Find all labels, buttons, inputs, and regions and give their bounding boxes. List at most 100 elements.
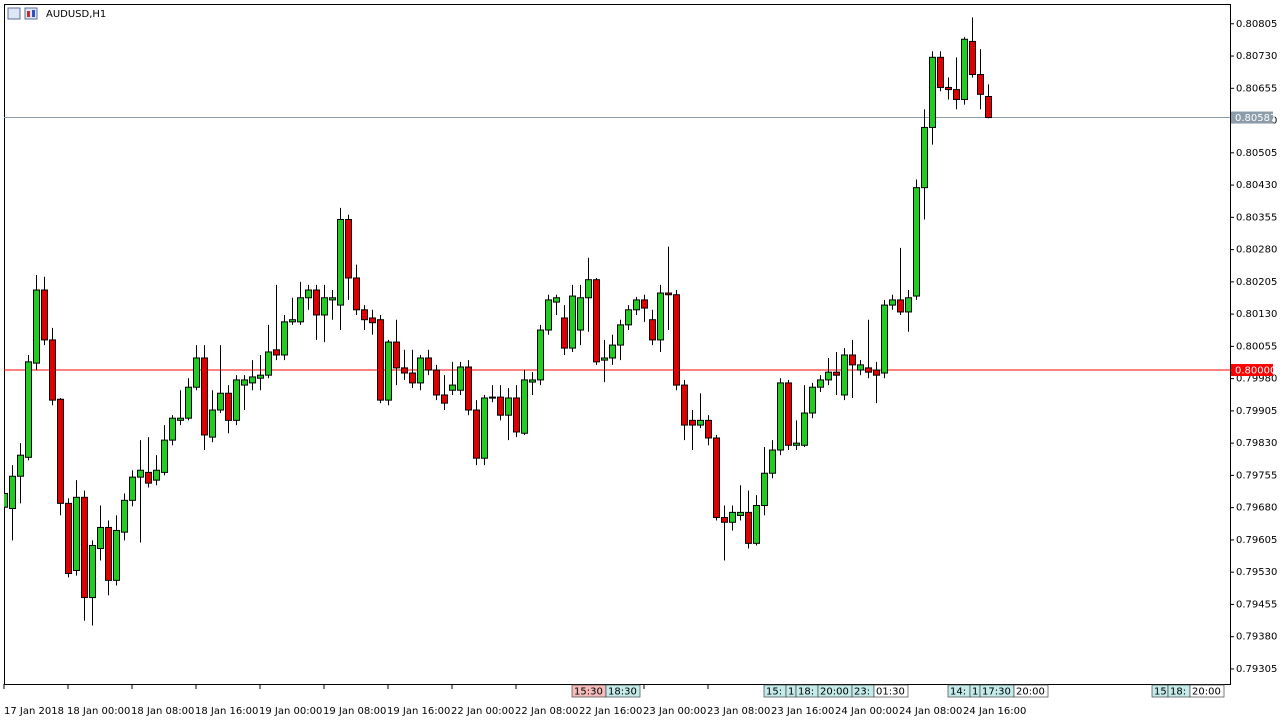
calendar-marker [873,684,909,698]
calendar-marker [1013,684,1049,698]
candle-body [161,439,168,473]
candle-body [913,187,920,297]
candle-body [937,56,944,88]
candle-body [329,297,336,301]
x-tick-label: 24 Jan 08:00 [899,706,962,717]
candle-body [745,511,752,544]
candle-body [953,89,960,100]
candle-body [337,218,344,306]
candle-body [801,412,808,446]
candle-body [793,442,800,446]
candle-body [345,218,352,279]
y-tick-label: 0.80280 [1236,245,1277,256]
candle-body [713,437,720,519]
candle-body [145,471,152,484]
candle-body [529,379,536,383]
calendar-label: 17:30 [982,687,1011,698]
calendar-label: 15: [766,687,782,698]
candle-body [465,366,472,411]
candle-body [489,396,496,399]
candle-body [57,398,64,504]
y-tick-label: 0.79380 [1236,632,1277,643]
candle-body [673,294,680,386]
candle-body [321,297,328,316]
x-tick-label: 19 Jan 00:00 [259,706,322,717]
candle-body [633,299,640,311]
candle-body [177,417,184,421]
candle-body [777,382,784,451]
candle-body [689,419,696,426]
candle-body [153,469,160,481]
candle-body [97,526,104,550]
x-tick-label: 19 Jan 08:00 [323,706,386,717]
candle-body [553,297,560,303]
candle-body [905,297,912,313]
y-tick-label: 0.79680 [1236,503,1277,514]
price-label: 0.80587 [1235,113,1276,124]
candle-body [233,379,240,421]
candle-body [17,454,24,477]
candle-body [865,367,872,373]
calendar-label: 20:00 [1192,687,1221,698]
candle-body [641,299,648,309]
candle-body [505,397,512,416]
candle-body [753,505,760,544]
candle-body [545,299,552,331]
candle-body [809,386,816,414]
price-label: 0.80000 [1235,366,1276,377]
y-tick-label: 0.79605 [1236,535,1277,546]
candle-body [457,366,464,391]
candle-body [81,496,88,599]
candle-body [665,292,672,296]
candle-body [89,545,96,599]
y-tick-label: 0.79980 [1236,374,1277,385]
plot-area [4,17,1230,626]
calendar-label: 14: [950,687,966,698]
candle-body [537,329,544,381]
candle-body [897,299,904,313]
calendar-label: 20:00 [820,687,849,698]
candle-body [561,317,568,349]
candle-body [25,361,32,458]
candle-body [857,364,864,371]
candle-body [481,397,488,459]
candle-body [625,309,632,326]
candle-body [601,357,608,361]
candle-body [577,297,584,331]
candle-body [849,354,856,366]
candle-body [393,341,400,369]
candle-body [761,472,768,507]
candle-body [113,529,120,581]
candle-body [705,419,712,439]
candle-body [353,277,360,311]
candle-body [169,417,176,441]
candle-body [977,74,984,95]
calendar-label: 23: [854,687,870,698]
plot-frame [4,4,1231,685]
y-tick-label: 0.80655 [1236,83,1277,94]
candle-body [593,279,600,363]
candle-body [265,351,272,376]
candle-body [969,40,976,76]
y-tick-label: 0.79755 [1236,470,1277,481]
candle-body [433,369,440,396]
candle-body [449,384,456,391]
x-tick-label: 23 Jan 16:00 [771,706,834,717]
candle-body [585,279,592,299]
x-tick-label: 22 Jan 08:00 [515,706,578,717]
candle-body [217,392,224,411]
y-tick-label: 0.79305 [1236,664,1277,675]
candle-body [985,95,992,119]
candle-body [617,324,624,346]
candle-body [417,357,424,384]
y-tick-label: 0.79530 [1236,567,1277,578]
candle-body [257,374,264,379]
candle-body [833,371,840,376]
candle-body [369,317,376,324]
candle-body [721,517,728,523]
calendar-label: 1 [972,687,978,698]
candle-body [185,386,192,419]
x-tick-label: 18 Jan 08:00 [131,706,194,717]
calendar-label: 1 [788,687,794,698]
